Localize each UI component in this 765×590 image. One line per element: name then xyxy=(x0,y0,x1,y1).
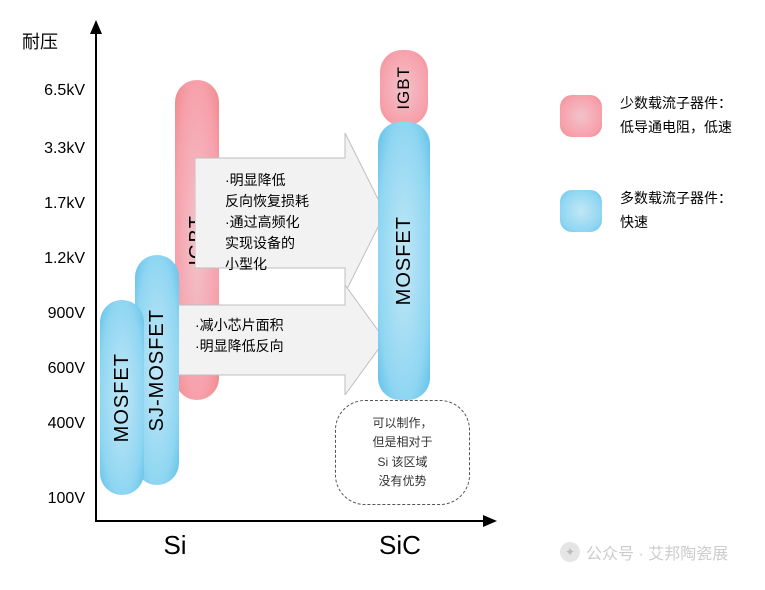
bar-label: SJ-MOSFET xyxy=(146,309,169,431)
y-axis-line xyxy=(95,30,97,520)
y-tick: 6.5kV xyxy=(30,82,85,100)
legend-line: 多数载流子器件： xyxy=(620,187,732,211)
legend-line: 少数载流子器件： xyxy=(620,92,732,116)
arrow-text-line: ·通过高频化 xyxy=(225,212,309,233)
bar-sic-mosfet: MOSFET xyxy=(378,122,430,400)
legend-swatch-pink xyxy=(560,95,602,137)
y-tick: 1.7kV xyxy=(30,195,85,213)
bar-label: MOSFET xyxy=(393,216,416,305)
y-tick: 900V xyxy=(30,305,85,323)
y-axis-arrowhead xyxy=(90,20,102,34)
note-line: 但是相对于 xyxy=(372,433,432,452)
arrow-top-text: ·明显降低 反向恢复损耗 ·通过高频化 实现设备的 小型化 xyxy=(225,170,309,275)
wechat-icon: ✦ xyxy=(560,542,580,562)
watermark-text: 公众号 · 艾邦陶瓷展 xyxy=(586,540,728,564)
y-tick: 600V xyxy=(30,360,85,378)
arrow-text-line: 反向恢复损耗 xyxy=(225,191,309,212)
y-tick: 100V xyxy=(30,490,85,508)
bar-label: IGBT xyxy=(394,66,414,110)
legend-swatch-blue xyxy=(560,190,602,232)
arrow-text-line: 实现设备的 xyxy=(225,233,309,254)
note-line: 可以制作， xyxy=(372,414,432,433)
legend-line: 快速 xyxy=(620,211,732,235)
x-axis-arrowhead xyxy=(483,515,497,527)
x-tick-si: Si xyxy=(145,530,205,561)
y-axis-title: 耐压 xyxy=(22,28,58,54)
note-line: 没有优势 xyxy=(372,472,432,491)
x-axis-line xyxy=(95,520,485,522)
bar-label: MOSFET xyxy=(111,353,134,442)
watermark: ✦ 公众号 · 艾邦陶瓷展 xyxy=(560,540,728,564)
legend-text-pink: 少数载流子器件： 低导通电阻，低速 xyxy=(620,92,732,140)
x-tick-sic: SiC xyxy=(360,530,440,561)
arrow-text-line: ·明显降低反向 xyxy=(195,336,284,357)
y-tick: 1.2kV xyxy=(30,250,85,268)
arrow-text-line: ·明显降低 xyxy=(225,170,309,191)
bar-sic-igbt: IGBT xyxy=(380,50,428,126)
bar-si-mosfet: MOSFET xyxy=(100,300,144,495)
legend-text-blue: 多数载流子器件： 快速 xyxy=(620,187,732,235)
arrow-bottom-text: ·减小芯片面积 ·明显降低反向 xyxy=(195,315,284,357)
dashed-note: 可以制作， 但是相对于 Si 该区域 没有优势 xyxy=(335,400,470,505)
arrow-text-line: ·减小芯片面积 xyxy=(195,315,284,336)
y-tick: 3.3kV xyxy=(30,140,85,158)
note-line: Si 该区域 xyxy=(372,453,432,472)
arrow-text-line: 小型化 xyxy=(225,254,309,275)
legend-line: 低导通电阻，低速 xyxy=(620,116,732,140)
y-tick: 400V xyxy=(30,415,85,433)
chart-root: 耐压 6.5kV 3.3kV 1.7kV 1.2kV 900V 600V 400… xyxy=(0,0,765,590)
